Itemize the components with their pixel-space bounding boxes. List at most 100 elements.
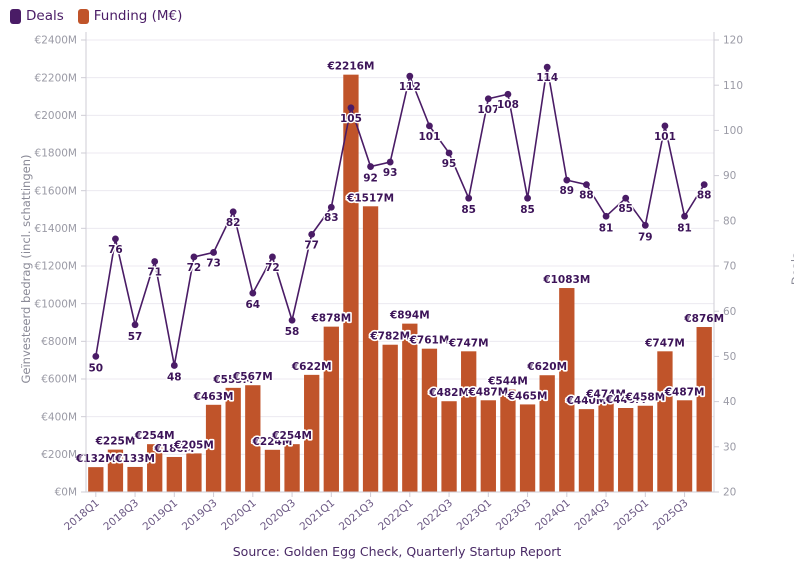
- bar-value-label-2018Q3: €133M: [114, 453, 155, 465]
- deals-point-2024Q1[interactable]: [563, 176, 571, 184]
- bar-2025Q2[interactable]: [657, 351, 673, 492]
- deals-point-2023Q2[interactable]: [504, 90, 512, 98]
- deals-point-2018Q3[interactable]: [131, 321, 139, 329]
- bar-value-label-2024Q4: €446M: [605, 394, 646, 406]
- deals-point-2018Q4[interactable]: [151, 258, 159, 265]
- y-tick-right-10: 120: [723, 35, 743, 47]
- deals-point-2022Q2[interactable]: [426, 122, 433, 130]
- bar-2022Q2[interactable]: [421, 348, 438, 492]
- bar-2022Q4[interactable]: [461, 351, 477, 492]
- deals-point-2024Q3[interactable]: [602, 212, 610, 220]
- deals-value-label-2025Q3: 81: [677, 222, 692, 234]
- bar-value-label-2025Q2: €747M: [644, 337, 685, 349]
- deals-point-2023Q4[interactable]: [543, 63, 551, 71]
- deals-point-2021Q3[interactable]: [367, 163, 374, 170]
- bar-value-label-2018Q1: €132M: [75, 453, 116, 465]
- bar-2024Q2[interactable]: [578, 409, 595, 492]
- deals-value-label-2022Q2: 101: [418, 131, 440, 143]
- legend-item-deals[interactable]: Deals: [10, 8, 64, 24]
- deals-point-2025Q4[interactable]: [700, 181, 708, 189]
- bar-2024Q3[interactable]: [598, 402, 614, 492]
- bar-2021Q1[interactable]: [323, 326, 339, 492]
- deals-point-2019Q1[interactable]: [170, 362, 178, 369]
- deals-point-2024Q2[interactable]: [583, 181, 590, 189]
- bar-2025Q1[interactable]: [637, 405, 653, 492]
- bar-2025Q3[interactable]: [676, 400, 693, 492]
- bar-2019Q1[interactable]: [166, 456, 182, 492]
- deals-point-2023Q3[interactable]: [524, 194, 531, 202]
- deals-point-2021Q1[interactable]: [327, 203, 335, 211]
- deals-value-label-2025Q2: 101: [654, 131, 676, 143]
- deals-point-2021Q2[interactable]: [347, 104, 355, 112]
- y-tick-left-11: €2200M: [35, 72, 77, 84]
- bar-2023Q4[interactable]: [539, 375, 555, 492]
- bar-2020Q2[interactable]: [264, 449, 281, 492]
- legend-label-deals: Deals: [26, 8, 64, 24]
- bar-2023Q3[interactable]: [519, 404, 536, 492]
- deals-point-2018Q1[interactable]: [92, 353, 100, 360]
- bar-value-label-2019Q1: €186M: [153, 443, 194, 455]
- bar-2025Q4[interactable]: [696, 327, 712, 492]
- deals-point-2025Q1[interactable]: [641, 221, 649, 229]
- bar-2023Q1[interactable]: [480, 400, 496, 492]
- bar-value-label-2020Q2: €224M: [252, 436, 293, 448]
- deals-point-2022Q1[interactable]: [406, 72, 414, 80]
- deals-value-label-2021Q1: 83: [324, 212, 339, 224]
- deals-point-2022Q4[interactable]: [465, 194, 473, 202]
- bar-2021Q2[interactable]: [343, 74, 359, 493]
- deals-value-label-2020Q2: 72: [265, 262, 280, 274]
- chart-legend: Deals Funding (M€): [10, 8, 182, 24]
- bar-2022Q3[interactable]: [441, 401, 457, 492]
- bar-value-label-2023Q2: €544M: [487, 376, 528, 388]
- bar-value-label-2024Q3: €474M: [585, 389, 626, 401]
- deals-point-2022Q3[interactable]: [445, 149, 453, 157]
- deals-point-2020Q1[interactable]: [249, 289, 257, 297]
- deals-value-label-2019Q4: 82: [226, 217, 241, 229]
- bar-value-label-2023Q3: €465M: [507, 390, 548, 402]
- bar-2021Q3[interactable]: [362, 206, 379, 492]
- deals-point-2019Q2[interactable]: [190, 253, 198, 261]
- bar-2020Q1[interactable]: [245, 385, 261, 492]
- deals-point-2018Q2[interactable]: [112, 235, 119, 243]
- deals-point-2019Q3[interactable]: [210, 249, 217, 256]
- deals-value-label-2021Q4: 93: [383, 167, 398, 179]
- bar-2018Q1[interactable]: [88, 467, 104, 492]
- deals-value-label-2024Q2: 88: [579, 190, 594, 202]
- bar-2022Q1[interactable]: [402, 323, 418, 492]
- legend-label-funding: Funding (M€): [93, 8, 183, 24]
- bar-2019Q3[interactable]: [205, 404, 222, 492]
- deals-point-2021Q4[interactable]: [386, 158, 394, 166]
- deals-point-2020Q2[interactable]: [269, 253, 276, 261]
- bar-value-label-2025Q4: €876M: [683, 313, 724, 325]
- deals-value-label-2018Q1: 50: [89, 362, 104, 374]
- deals-point-2020Q3[interactable]: [288, 316, 296, 324]
- bar-value-label-2024Q1: €1083M: [542, 274, 590, 286]
- deals-value-label-2024Q4: 85: [618, 203, 633, 215]
- bar-2020Q4[interactable]: [304, 374, 320, 492]
- bar-2018Q3[interactable]: [127, 466, 143, 492]
- bar-2019Q2[interactable]: [186, 453, 202, 492]
- deals-point-2020Q4[interactable]: [308, 230, 316, 238]
- bar-value-label-2023Q1: €487M: [467, 386, 508, 398]
- bar-2019Q4[interactable]: [225, 387, 241, 492]
- deals-point-2025Q2[interactable]: [661, 122, 669, 130]
- deals-value-label-2018Q2: 76: [108, 244, 123, 256]
- bar-2023Q2[interactable]: [500, 389, 516, 492]
- y-tick-right-4: 60: [723, 306, 736, 318]
- deals-point-2024Q4[interactable]: [622, 194, 630, 202]
- bar-2021Q4[interactable]: [382, 344, 398, 492]
- legend-item-funding[interactable]: Funding (M€): [77, 8, 183, 24]
- bar-2024Q1[interactable]: [559, 288, 575, 492]
- bar-2018Q4[interactable]: [147, 444, 163, 492]
- legend-swatch-deals: [10, 8, 21, 24]
- deals-point-2023Q1[interactable]: [484, 95, 492, 103]
- y-tick-right-8: 100: [723, 125, 743, 137]
- deals-point-2025Q3[interactable]: [681, 212, 688, 220]
- bar-2024Q4[interactable]: [618, 408, 634, 492]
- bar-2020Q3[interactable]: [284, 444, 300, 492]
- deals-value-label-2019Q3: 73: [206, 257, 221, 269]
- bar-2018Q2[interactable]: [107, 449, 124, 492]
- x-tick-2018Q1: 2018Q1: [62, 497, 102, 533]
- deals-point-2019Q4[interactable]: [229, 208, 237, 216]
